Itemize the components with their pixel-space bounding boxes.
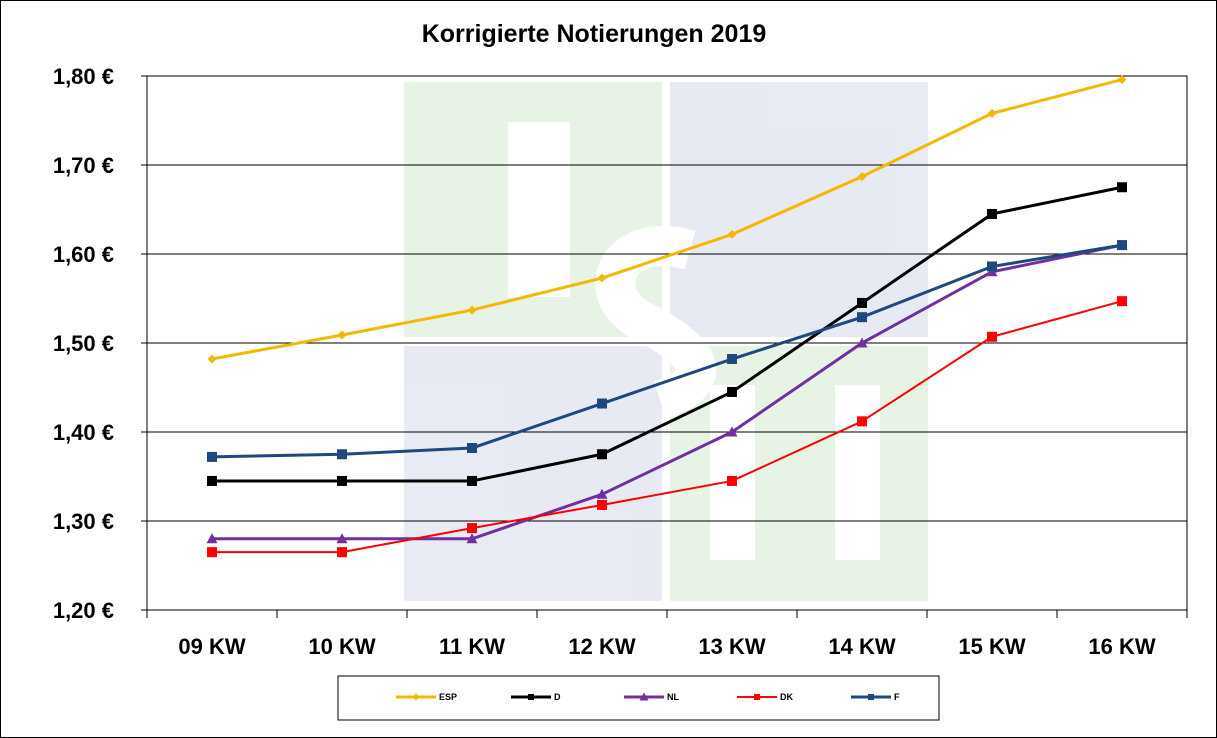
data-point — [857, 172, 867, 182]
y-tick-label: 1,70 € — [53, 153, 114, 178]
series-line — [211, 243, 1123, 459]
x-tick-label: 09 KW — [178, 634, 245, 659]
y-tick-label: 1,30 € — [53, 509, 114, 534]
data-point — [467, 475, 477, 486]
data-point — [987, 261, 997, 272]
data-point — [597, 398, 607, 409]
data-point — [337, 330, 347, 340]
x-tick-label: 16 KW — [1088, 634, 1155, 659]
x-axis-ticks: 09 KW 10 KW 11 KW 12 KW 13 KW 14 KW 15 KW 16 KW — [178, 634, 1155, 659]
series-f — [207, 240, 1127, 462]
data-point — [987, 108, 997, 118]
x-tick-label: 14 KW — [828, 634, 895, 659]
y-tick-label: 1,60 € — [53, 242, 114, 267]
data-point — [727, 386, 737, 397]
data-point — [727, 475, 737, 486]
series-line — [212, 185, 1123, 483]
y-tick-label: 1,20 € — [53, 598, 114, 623]
x-tick-label: 12 KW — [568, 634, 635, 659]
data-point — [337, 547, 347, 558]
legend-label: ESP — [439, 692, 457, 702]
legend-label: F — [894, 692, 900, 702]
data-point — [528, 694, 534, 700]
data-point — [467, 443, 477, 454]
data-point — [337, 475, 347, 486]
y-tick-label: 1,50 € — [53, 331, 114, 356]
series-line — [212, 243, 1123, 541]
data-point — [857, 312, 867, 323]
series-d — [207, 182, 1127, 486]
data-point — [639, 692, 649, 701]
axes — [141, 75, 1188, 618]
data-point — [207, 475, 217, 486]
data-point — [412, 693, 420, 701]
data-point — [467, 305, 477, 315]
data-point — [868, 694, 874, 700]
x-tick-label: 13 KW — [698, 634, 765, 659]
data-point — [597, 449, 607, 460]
data-point — [207, 451, 217, 462]
data-point — [336, 533, 348, 544]
data-point — [207, 547, 217, 558]
watermark-logo — [404, 82, 928, 601]
data-point — [337, 449, 347, 460]
data-point — [857, 416, 867, 427]
legend-label: NL — [667, 692, 679, 702]
data-point — [207, 354, 217, 364]
data-point — [1117, 182, 1127, 193]
data-point — [206, 533, 218, 544]
data-point — [1117, 240, 1127, 251]
legend: ESP D NL DK F — [396, 692, 900, 702]
data-point — [1117, 75, 1127, 85]
legend-item-esp: ESP — [396, 692, 457, 702]
series-line — [211, 78, 1123, 361]
data-point — [987, 331, 997, 342]
legend-item-dk: DK — [737, 692, 793, 702]
data-point — [1117, 296, 1127, 307]
data-point — [597, 273, 607, 283]
legend-item-d: D — [511, 692, 561, 702]
x-tick-label: 11 KW — [439, 634, 505, 659]
x-tick-label: 15 KW — [958, 634, 1025, 659]
chart-title: Korrigierte Notierungen 2019 — [422, 20, 767, 48]
x-tick-label: 10 KW — [308, 634, 375, 659]
data-point — [596, 488, 608, 499]
series-group — [206, 75, 1128, 558]
y-axis-ticks: 1,20 € 1,30 € 1,40 € 1,50 € 1,60 € 1,70 € 1,80… — [53, 64, 114, 623]
series-dk — [207, 296, 1127, 558]
data-point — [466, 533, 478, 544]
series-line — [212, 300, 1123, 554]
legend-label: DK — [780, 692, 793, 702]
y-tick-label: 1,80 € — [53, 64, 114, 89]
data-point — [727, 354, 737, 365]
data-point — [987, 208, 997, 219]
legend-item-f: F — [851, 692, 900, 702]
data-point — [467, 523, 477, 534]
series-nl — [206, 239, 1128, 544]
data-point — [727, 229, 737, 239]
data-point — [597, 499, 607, 510]
series-esp — [207, 75, 1127, 364]
data-point — [857, 297, 867, 308]
data-point — [726, 426, 738, 437]
data-point — [856, 337, 868, 348]
data-point — [754, 694, 760, 700]
legend-item-nl: NL — [624, 692, 679, 702]
y-tick-label: 1,40 € — [53, 420, 114, 445]
legend-label: D — [554, 692, 561, 702]
